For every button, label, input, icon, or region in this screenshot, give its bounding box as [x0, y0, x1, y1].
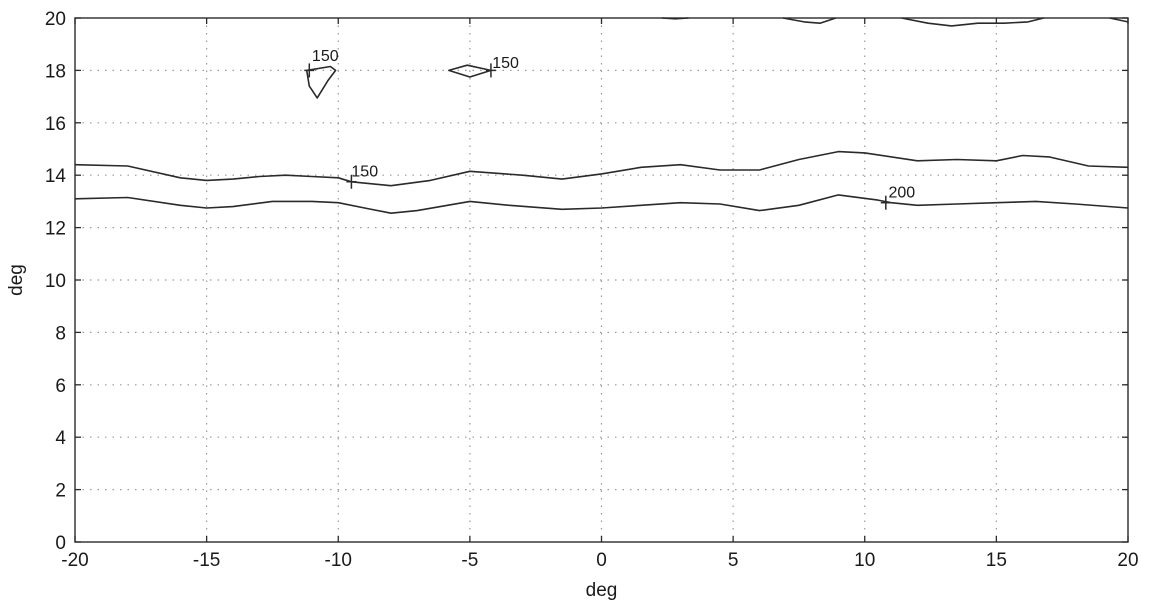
contour-line [74, 150, 1129, 187]
x-tick-label: 0 [596, 550, 607, 571]
y-tick-label: 14 [45, 166, 67, 187]
x-tick-label: 20 [1117, 550, 1138, 571]
contour-level-label: 200 [888, 184, 915, 201]
y-tick-label: 18 [45, 61, 66, 82]
x-tick-label: -5 [461, 550, 478, 571]
y-tick-label: 12 [45, 219, 66, 240]
y-tick-label: 2 [55, 481, 66, 502]
contour-lines [74, 17, 1129, 214]
y-tick-label: 0 [55, 533, 66, 554]
y-tick-label: 8 [55, 323, 66, 344]
y-tick-label: 6 [55, 376, 66, 397]
contour-labels: 150 150 150 200 [304, 48, 915, 210]
y-tick-label: 4 [55, 428, 66, 449]
y-tick-label: 20 [45, 9, 66, 30]
x-tick-label: -10 [325, 550, 352, 571]
contour-level-label: 150 [492, 55, 519, 72]
contour-level-label: 150 [312, 48, 339, 65]
y-axis-label: deg [6, 264, 27, 296]
x-tick-label: 5 [728, 550, 739, 571]
contour-level-label: 150 [351, 164, 378, 181]
grid [75, 18, 1128, 542]
y-tick-label: 16 [45, 114, 66, 135]
contour-line [901, 17, 1044, 27]
x-tick-label: 10 [854, 550, 875, 571]
contour-line [74, 194, 1129, 214]
contour-line [782, 17, 837, 24]
closed-contour-line [305, 65, 337, 99]
x-tick-label: 15 [986, 550, 1007, 571]
x-tick-label: -15 [193, 550, 220, 571]
x-axis-label: deg [586, 580, 618, 601]
x-tick-label: -20 [61, 550, 88, 571]
y-tick-label: 10 [45, 271, 66, 292]
